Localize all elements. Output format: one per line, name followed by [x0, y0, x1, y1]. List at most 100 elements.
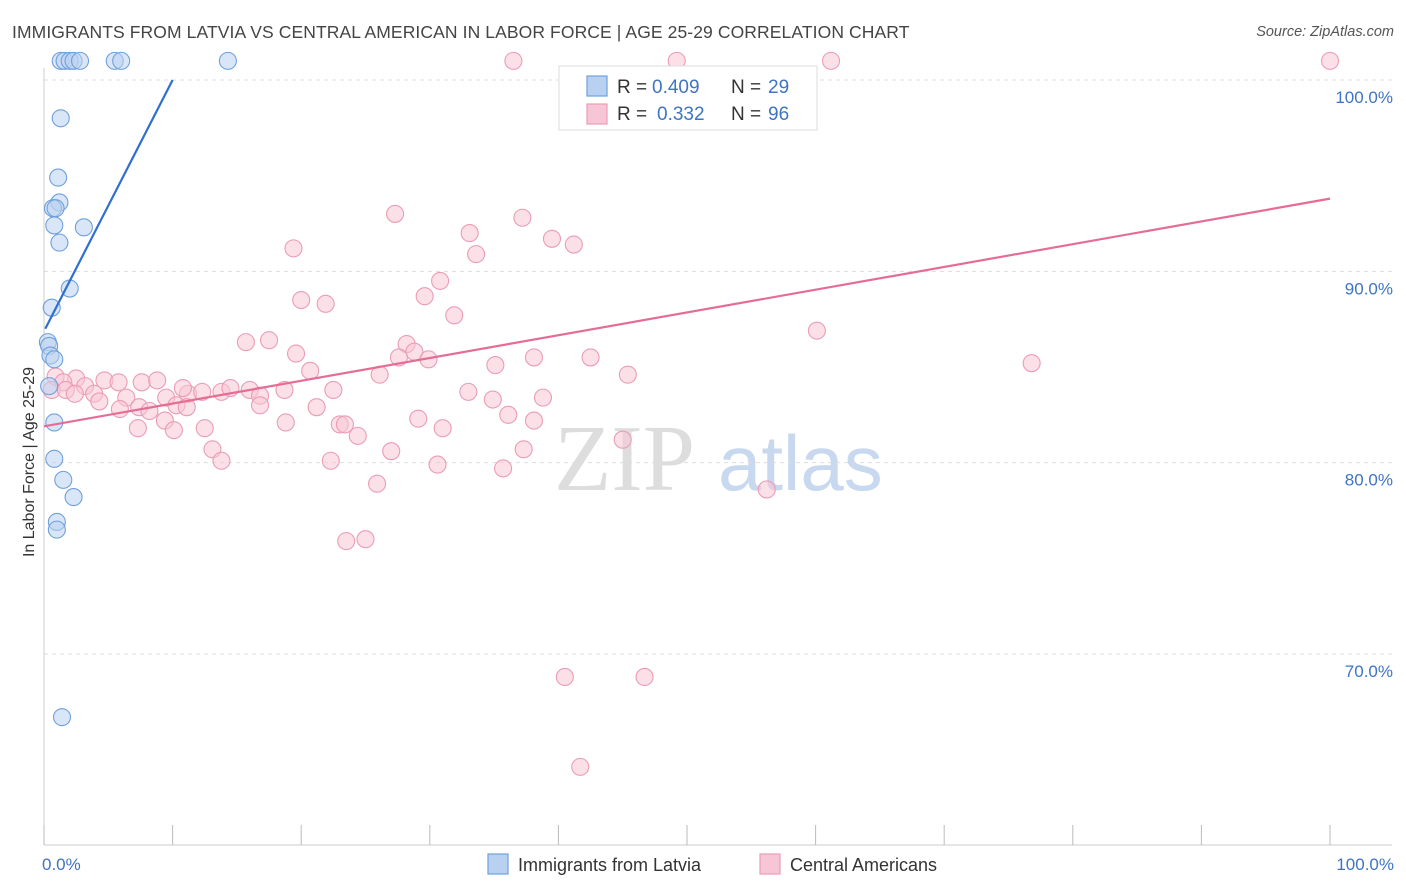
- watermark-zip: ZIP: [554, 407, 695, 511]
- point-central-83: [428, 455, 447, 474]
- point-central-2: [821, 51, 841, 70]
- point-central-64: [307, 398, 326, 417]
- point-central-60: [140, 401, 159, 421]
- point-central-37: [132, 373, 151, 392]
- point-central-65: [409, 409, 428, 428]
- bottom-legend-swatch-latvia: [487, 853, 509, 875]
- point-central-56: [533, 388, 553, 407]
- point-central-9: [284, 239, 303, 258]
- point-central-11: [431, 271, 450, 290]
- point-central-82: [321, 451, 340, 470]
- y-axis-label: In Labor Force | Age 25-29: [21, 367, 38, 557]
- point-central-79: [212, 451, 231, 470]
- point-central-88: [337, 532, 356, 551]
- point-central-76: [195, 419, 214, 438]
- point-central-69: [276, 413, 295, 432]
- point-central-15: [445, 306, 464, 325]
- point-central-28: [301, 361, 320, 380]
- point-central-8: [564, 235, 583, 254]
- point-central-80: [382, 442, 401, 461]
- point-central-91: [571, 757, 590, 776]
- stats-n-label-latvia: N =: [731, 77, 761, 98]
- trend-line-central: [43, 197, 1331, 428]
- stats-n-value-latvia: 29: [768, 77, 789, 98]
- point-central-25: [581, 348, 600, 367]
- point-central-87: [356, 530, 375, 549]
- point-latvia-6: [112, 51, 131, 70]
- point-latvia-14: [74, 218, 93, 237]
- y-tick-label-1: 90.0%: [1345, 279, 1393, 298]
- point-central-3: [1320, 51, 1340, 70]
- point-central-90: [635, 667, 654, 687]
- point-central-17: [259, 331, 279, 350]
- y-tick-label-2: 80.0%: [1345, 471, 1393, 490]
- stats-r-label-central: R =: [617, 104, 647, 125]
- point-central-81: [514, 440, 533, 459]
- grid-lines: [44, 79, 1392, 655]
- point-latvia-8: [51, 109, 70, 128]
- point-central-62: [177, 398, 196, 417]
- point-central-6: [460, 224, 479, 243]
- bottom-legend-label-central: Central Americans: [790, 855, 937, 875]
- point-latvia-29: [52, 708, 72, 727]
- stats-legend-swatch-central: [586, 103, 608, 125]
- point-central-86: [757, 480, 776, 499]
- point-central-13: [292, 290, 311, 310]
- point-central-49: [173, 378, 192, 398]
- point-central-24: [524, 348, 544, 367]
- trend-lines: [43, 79, 1331, 428]
- point-central-38: [148, 371, 167, 390]
- point-latvia-25: [54, 470, 73, 489]
- stats-r-label-latvia: R =: [617, 77, 647, 98]
- point-central-42: [275, 380, 294, 400]
- chart-title: IMMIGRANTS FROM LATVIA VS CENTRAL AMERIC…: [12, 22, 910, 42]
- source-label: Source: ZipAtlas.com: [1256, 24, 1394, 40]
- point-central-26: [486, 356, 505, 375]
- stats-r-value-latvia: 0.409: [652, 77, 700, 98]
- y-tick-labels: 100.0% 90.0% 80.0% 70.0%: [1335, 88, 1393, 681]
- point-latvia-26: [64, 488, 83, 507]
- point-central-36: [109, 373, 128, 392]
- y-tick-label-3: 70.0%: [1345, 662, 1393, 681]
- point-central-84: [494, 459, 513, 478]
- stats-legend: R = 0.409 N = 29 R = 0.332 N = 96: [558, 65, 818, 131]
- x-tick-label-1: 100.0%: [1336, 855, 1394, 874]
- point-latvia-24: [45, 449, 64, 468]
- point-central-89: [555, 667, 574, 687]
- stats-n-value-central: 96: [768, 104, 789, 125]
- point-central-54: [459, 382, 478, 401]
- point-central-20: [287, 344, 306, 363]
- point-central-27: [1022, 354, 1041, 373]
- x-tick-labels: 0.0% 100.0%: [42, 855, 1394, 874]
- stats-legend-swatch-latvia: [586, 75, 608, 97]
- point-latvia-13: [45, 216, 64, 235]
- point-central-50: [193, 382, 212, 401]
- bottom-legend-label-latvia: Immigrants from Latvia: [518, 855, 702, 875]
- point-latvia-9: [49, 168, 68, 187]
- point-latvia-7: [218, 51, 237, 70]
- point-central-0: [504, 51, 523, 70]
- point-central-55: [483, 390, 502, 409]
- point-latvia-12: [46, 199, 65, 218]
- point-central-4: [386, 204, 405, 223]
- stats-r-value-central: 0.332: [657, 104, 705, 125]
- point-latvia-28: [47, 520, 66, 539]
- point-latvia-21: [45, 350, 64, 369]
- point-central-85: [368, 474, 387, 493]
- stats-n-label-central: N =: [731, 104, 761, 125]
- bottom-legend-swatch-central: [759, 853, 781, 875]
- x-tick-label-0: 0.0%: [42, 855, 81, 874]
- axes: [43, 68, 1392, 846]
- point-central-72: [348, 426, 367, 445]
- point-central-75: [164, 421, 183, 440]
- point-central-77: [613, 430, 632, 449]
- point-central-16: [807, 321, 826, 340]
- y-tick-label-0: 100.0%: [1335, 88, 1393, 107]
- point-latvia-15: [50, 233, 69, 252]
- point-central-45: [65, 384, 84, 403]
- point-central-18: [236, 333, 255, 352]
- point-central-74: [128, 419, 147, 438]
- point-latvia-22: [40, 377, 59, 396]
- point-latvia-17: [42, 298, 61, 317]
